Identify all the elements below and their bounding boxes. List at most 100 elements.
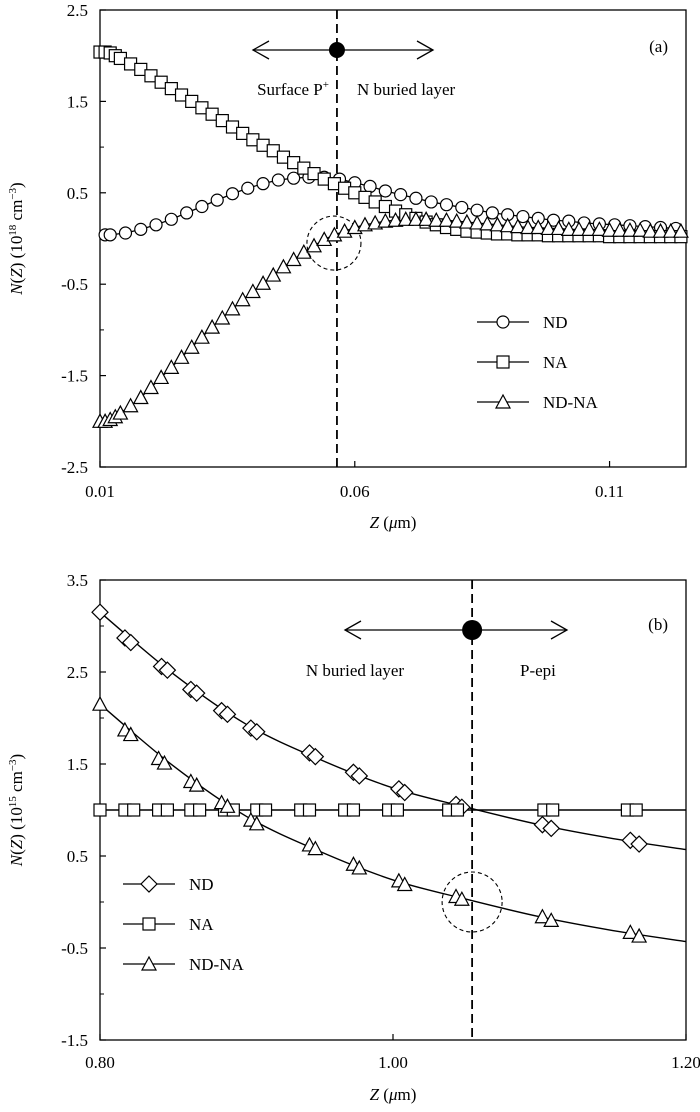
legend-label: NA xyxy=(543,353,568,372)
data-point xyxy=(244,283,261,299)
data-point xyxy=(469,214,486,230)
data-point xyxy=(672,222,689,238)
junction-dot xyxy=(328,42,345,58)
data-point xyxy=(275,258,292,274)
panel-label: (a) xyxy=(649,37,668,56)
data-point xyxy=(428,211,445,227)
data-point xyxy=(225,187,240,201)
data-point xyxy=(611,222,628,237)
junction-highlight-circle xyxy=(441,871,503,933)
data-point xyxy=(193,328,210,344)
data-point xyxy=(424,195,438,209)
data-point xyxy=(134,222,148,236)
data-point xyxy=(234,291,251,307)
data-point xyxy=(543,912,560,928)
y-axis-title: N(Z) (1018 cm−3) xyxy=(7,182,26,295)
y-tick-label: 0.5 xyxy=(67,847,88,866)
legend-marker-na xyxy=(496,355,510,369)
data-point xyxy=(390,803,404,817)
data-point xyxy=(132,389,149,405)
data-point xyxy=(642,222,659,238)
data-point xyxy=(418,211,435,226)
legend-marker-nd-na xyxy=(140,955,158,971)
legend-label: ND xyxy=(189,875,214,894)
data-point xyxy=(439,198,454,212)
x-axis-title: Z (μm) xyxy=(370,1085,417,1104)
data-point xyxy=(601,222,618,237)
data-point xyxy=(142,379,159,395)
data-point xyxy=(346,803,361,817)
data-point xyxy=(395,783,414,802)
data-point xyxy=(516,209,530,224)
data-point xyxy=(509,218,526,234)
legend-label: ND-NA xyxy=(543,393,598,412)
data-point xyxy=(396,876,413,892)
data-point xyxy=(448,212,465,228)
series-nd-na xyxy=(91,211,689,428)
series-line-nd-na xyxy=(99,703,687,943)
region-left-label: N buried layer xyxy=(306,661,405,680)
arrow-left-head xyxy=(343,620,362,640)
y-tick-label: -1.5 xyxy=(61,1031,88,1050)
x-tick-label: 0.80 xyxy=(85,1053,115,1072)
legend: ND NA ND-NA xyxy=(123,875,244,974)
data-point xyxy=(438,211,455,227)
data-point xyxy=(118,226,133,240)
data-point xyxy=(122,397,139,413)
data-point xyxy=(302,803,317,817)
data-point xyxy=(662,222,679,238)
data-point xyxy=(489,216,506,232)
x-tick-label: 0.01 xyxy=(85,482,115,501)
data-point xyxy=(316,231,333,247)
x-tick-label: 0.06 xyxy=(340,482,370,501)
data-point xyxy=(307,840,324,856)
legend-marker-nd xyxy=(140,875,158,893)
junction-highlight-circle xyxy=(306,215,362,271)
legend-marker-na xyxy=(142,917,156,931)
series-nd xyxy=(91,603,648,853)
data-point xyxy=(112,404,129,420)
data-point xyxy=(530,219,547,235)
legend-marker-nd-na xyxy=(494,393,512,409)
data-point xyxy=(351,859,368,875)
data-point xyxy=(652,222,669,238)
series-na xyxy=(93,803,643,817)
arrow-left-head xyxy=(251,40,270,60)
data-point xyxy=(622,924,639,939)
data-point xyxy=(193,803,207,817)
data-point xyxy=(409,191,423,205)
series-nd-na xyxy=(91,695,648,943)
data-point xyxy=(534,908,551,924)
data-point xyxy=(121,633,140,652)
data-point xyxy=(255,275,272,290)
y-tick-label: 3.5 xyxy=(67,571,88,590)
region-right-label: P-epi xyxy=(520,661,556,680)
data-point xyxy=(91,695,109,711)
data-point xyxy=(632,222,649,237)
data-point xyxy=(629,803,643,817)
data-point xyxy=(180,206,194,220)
chart-panel-a: -2.5 -1.5 -0.5 0.5 1.5 2.5 0.01 0.06 0.11 Z (μm) N… xyxy=(7,1,689,532)
data-point xyxy=(377,212,394,228)
data-point xyxy=(546,213,561,227)
data-point xyxy=(163,359,180,374)
data-point xyxy=(550,220,567,236)
y-tick-label: 2.5 xyxy=(67,1,88,20)
data-point xyxy=(149,218,163,232)
y-tick-label: 0.5 xyxy=(67,184,88,203)
data-point xyxy=(164,212,178,226)
data-point xyxy=(591,221,608,236)
data-point xyxy=(546,803,560,817)
data-point xyxy=(485,206,499,220)
legend: ND NA ND-NA xyxy=(477,313,598,412)
data-point xyxy=(540,220,557,236)
chart-panel-b: -1.5 -0.5 0.5 1.5 2.5 3.5 0.80 1.00 1.20 Z (μm) N(… xyxy=(7,571,700,1104)
y-axis-title: N(Z) (1015 cm−3) xyxy=(7,754,26,867)
data-point xyxy=(127,803,141,817)
x-axis-title: Z (μm) xyxy=(370,513,417,532)
data-point xyxy=(188,776,205,792)
data-point xyxy=(153,369,170,385)
legend-label: ND xyxy=(543,313,568,332)
data-point xyxy=(103,228,117,242)
